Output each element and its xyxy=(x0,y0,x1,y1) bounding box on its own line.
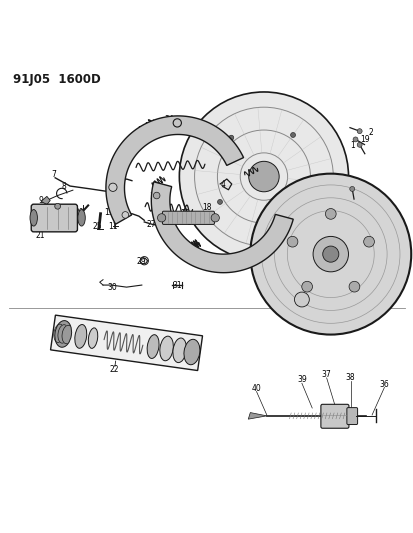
Text: 28: 28 xyxy=(278,263,287,272)
Polygon shape xyxy=(41,196,50,205)
Text: 38: 38 xyxy=(345,374,354,382)
Text: 31: 31 xyxy=(172,281,182,290)
Ellipse shape xyxy=(183,340,199,365)
Circle shape xyxy=(157,214,165,222)
Text: 22: 22 xyxy=(109,365,119,374)
Text: 27: 27 xyxy=(146,220,156,229)
Text: 32: 32 xyxy=(252,173,261,182)
Text: 29: 29 xyxy=(137,256,146,265)
Circle shape xyxy=(153,192,159,199)
Text: 6: 6 xyxy=(190,245,195,254)
Circle shape xyxy=(55,204,60,209)
Circle shape xyxy=(287,236,297,247)
Circle shape xyxy=(322,246,338,262)
Text: 14: 14 xyxy=(117,213,127,222)
Text: 26: 26 xyxy=(357,243,367,252)
Circle shape xyxy=(363,236,373,247)
Circle shape xyxy=(356,142,361,147)
Text: 20: 20 xyxy=(74,207,84,216)
Text: 24: 24 xyxy=(343,189,352,198)
Text: 10: 10 xyxy=(106,182,115,191)
Text: 21: 21 xyxy=(36,231,45,240)
Ellipse shape xyxy=(159,336,173,361)
Text: 35: 35 xyxy=(152,182,161,191)
Polygon shape xyxy=(50,315,202,370)
Circle shape xyxy=(312,237,348,272)
Circle shape xyxy=(290,133,295,138)
Circle shape xyxy=(217,199,222,204)
Circle shape xyxy=(211,214,219,222)
Ellipse shape xyxy=(78,209,85,226)
Text: 17: 17 xyxy=(186,218,196,227)
Text: 33: 33 xyxy=(168,119,178,128)
Ellipse shape xyxy=(147,335,159,358)
Polygon shape xyxy=(248,413,266,419)
Circle shape xyxy=(294,292,309,307)
Circle shape xyxy=(325,208,335,219)
Circle shape xyxy=(228,135,233,140)
Text: 9: 9 xyxy=(38,196,43,205)
Text: 25: 25 xyxy=(92,222,102,231)
Text: 8: 8 xyxy=(61,182,66,191)
Text: 5: 5 xyxy=(137,126,142,135)
Ellipse shape xyxy=(75,325,87,348)
FancyBboxPatch shape xyxy=(320,405,348,428)
Text: 40: 40 xyxy=(251,384,261,393)
FancyBboxPatch shape xyxy=(162,211,214,224)
Text: 2: 2 xyxy=(368,128,373,137)
Text: 11: 11 xyxy=(108,222,117,231)
Circle shape xyxy=(250,174,410,335)
Text: 15: 15 xyxy=(149,192,159,201)
Text: 1: 1 xyxy=(350,141,355,150)
FancyBboxPatch shape xyxy=(346,408,357,424)
Ellipse shape xyxy=(88,328,97,349)
Ellipse shape xyxy=(55,321,71,348)
FancyBboxPatch shape xyxy=(31,204,77,232)
Text: 34: 34 xyxy=(164,115,173,124)
Text: 12: 12 xyxy=(114,200,124,209)
Text: 13: 13 xyxy=(104,208,113,217)
Circle shape xyxy=(356,128,361,134)
Text: 37: 37 xyxy=(321,370,331,379)
Circle shape xyxy=(179,92,348,261)
Ellipse shape xyxy=(173,338,186,362)
Text: 30: 30 xyxy=(107,284,117,293)
Text: 18: 18 xyxy=(202,203,211,212)
Text: 7: 7 xyxy=(51,171,56,180)
Circle shape xyxy=(248,161,278,192)
Circle shape xyxy=(348,281,359,292)
Circle shape xyxy=(122,212,128,218)
Circle shape xyxy=(352,137,357,142)
Circle shape xyxy=(290,216,295,221)
Text: 3: 3 xyxy=(166,235,171,244)
Text: 4: 4 xyxy=(220,180,225,189)
Text: 23: 23 xyxy=(311,217,320,227)
Text: 19: 19 xyxy=(359,135,368,144)
Polygon shape xyxy=(106,116,243,224)
Circle shape xyxy=(109,183,117,191)
Circle shape xyxy=(301,281,312,292)
Ellipse shape xyxy=(30,209,37,226)
Polygon shape xyxy=(151,182,292,273)
Text: 16: 16 xyxy=(180,209,190,218)
Text: 36: 36 xyxy=(379,379,388,389)
Circle shape xyxy=(349,187,354,191)
Text: 91J05  1600D: 91J05 1600D xyxy=(13,72,101,86)
Text: 39: 39 xyxy=(296,375,306,384)
